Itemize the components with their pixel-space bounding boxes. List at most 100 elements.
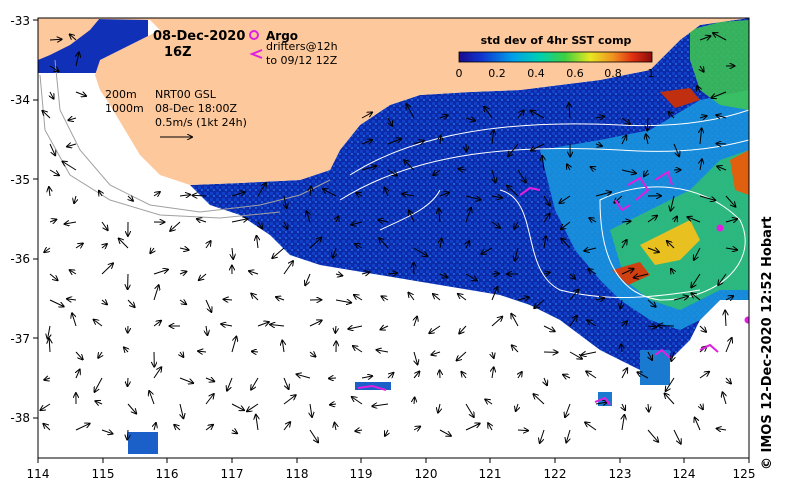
current-vector-arrow: [283, 422, 290, 431]
current-vector-arrow: [406, 104, 415, 119]
current-vector-arrow: [491, 221, 500, 228]
current-vector-arrow: [688, 217, 701, 223]
current-vector-arrow: [276, 297, 285, 300]
current-vector-arrow: [665, 394, 675, 405]
current-vector-arrow: [465, 118, 475, 121]
lat-tick-label: -35: [10, 173, 30, 187]
current-vector-arrow: [387, 273, 397, 274]
current-vector-arrow: [310, 403, 312, 417]
current-vector-arrow: [429, 325, 441, 333]
current-vector-arrow: [388, 117, 392, 126]
current-vector-arrow: [283, 261, 293, 275]
current-vector-arrow: [333, 247, 336, 258]
current-vector-arrow: [431, 352, 441, 355]
current-vector-arrow: [99, 191, 102, 196]
current-vector-arrow: [361, 272, 369, 274]
current-vector-arrow: [699, 116, 707, 118]
current-vector-arrow: [381, 326, 389, 330]
current-vector-arrow: [385, 429, 388, 436]
lat-tick-label: -38: [10, 411, 30, 425]
current-vector-arrow: [49, 187, 50, 197]
current-vector-arrow: [414, 317, 417, 327]
current-vector-arrow: [671, 351, 674, 361]
current-vector-arrow: [621, 170, 636, 173]
current-vector-arrow: [587, 320, 597, 327]
current-vector-arrow: [65, 222, 77, 224]
current-vector-arrow: [305, 273, 311, 285]
current-valid-label: 08-Dec 18:00Z: [155, 102, 237, 115]
current-vector-arrow: [252, 351, 259, 352]
current-vector-arrow: [439, 115, 448, 118]
current-vector-arrow: [465, 273, 477, 281]
current-vector-arrow: [567, 164, 570, 171]
current-vector-arrow: [561, 221, 571, 229]
current-scale-label: 0.5m/s (1kt 24h): [155, 116, 247, 129]
current-vector-arrow: [404, 160, 415, 171]
current-vector-arrow: [433, 169, 441, 175]
current-vector-arrow: [591, 167, 596, 170]
current-vector-arrow: [197, 219, 207, 222]
current-vector-arrow: [485, 399, 493, 404]
current-vector-arrow: [251, 294, 259, 301]
colorbar-title: std dev of 4hr SST comp: [481, 34, 632, 47]
current-vector-arrow: [180, 403, 183, 418]
current-vector-arrow: [232, 247, 233, 259]
current-vector-arrow: [297, 374, 311, 378]
current-vector-arrow: [713, 33, 727, 41]
current-vector-arrow: [484, 107, 493, 119]
current-vector-arrow: [41, 403, 51, 410]
current-vector-arrow: [586, 371, 597, 379]
current-vector-arrow: [149, 391, 155, 405]
current-vector-arrow: [620, 299, 622, 308]
current-vector-arrow: [49, 169, 59, 175]
lon-tick-label: 121: [479, 467, 502, 481]
drifter-legend-sub: to 09/12 12Z: [266, 54, 338, 67]
current-vector-arrow: [382, 296, 389, 300]
current-vector-arrow: [716, 115, 727, 118]
current-vector-arrow: [284, 221, 287, 229]
current-vector-arrow: [179, 377, 193, 383]
current-vector-arrow: [588, 269, 597, 275]
current-vector-arrow: [101, 221, 108, 230]
current-contours: [339, 109, 749, 301]
current-vector-arrow: [379, 238, 389, 249]
current-vector-arrow: [492, 367, 494, 379]
current-vector-arrow: [50, 91, 54, 99]
current-vector-arrow: [153, 285, 159, 301]
current-vector-arrow: [723, 392, 727, 405]
current-vector-arrow: [348, 326, 363, 329]
current-vector-arrow: [595, 402, 607, 404]
current-vector-arrow: [563, 375, 571, 378]
current-vector-arrow: [154, 423, 156, 431]
current-vector-arrow: [699, 325, 706, 332]
current-vector-arrow: [67, 299, 77, 300]
isobath-1000m-label: 1000m: [105, 102, 144, 115]
current-vector-arrow: [205, 299, 211, 312]
current-vector-arrow: [199, 273, 207, 280]
current-vector-arrow: [205, 378, 214, 381]
current-vector-arrow: [439, 429, 451, 436]
current-vector-arrow: [461, 372, 466, 379]
argo-float: [744, 316, 749, 324]
current-vector-arrow: [335, 423, 337, 431]
argo-legend-label: Argo: [266, 29, 298, 43]
current-vector-arrow: [725, 219, 737, 222]
current-vector-arrow: [565, 403, 571, 417]
current-vector-arrow: [309, 320, 322, 327]
current-vector-arrow: [621, 269, 634, 275]
current-vector-arrow: [251, 377, 259, 390]
current-vector-arrow: [354, 295, 363, 301]
current-vector-arrow: [481, 247, 493, 254]
sst-hot-3: [660, 88, 700, 108]
drifter-legend-icon: [249, 49, 263, 59]
current-vector-arrow: [699, 195, 715, 200]
argo-float: [716, 224, 724, 232]
current-vector-arrow: [258, 221, 262, 228]
current-vector-arrow: [414, 351, 418, 364]
current-vector-arrow: [725, 195, 735, 207]
current-vector-arrow: [561, 238, 571, 249]
current-vector-arrow: [356, 193, 363, 196]
current-vector-arrow: [621, 117, 630, 124]
current-vector-arrow: [75, 92, 86, 96]
